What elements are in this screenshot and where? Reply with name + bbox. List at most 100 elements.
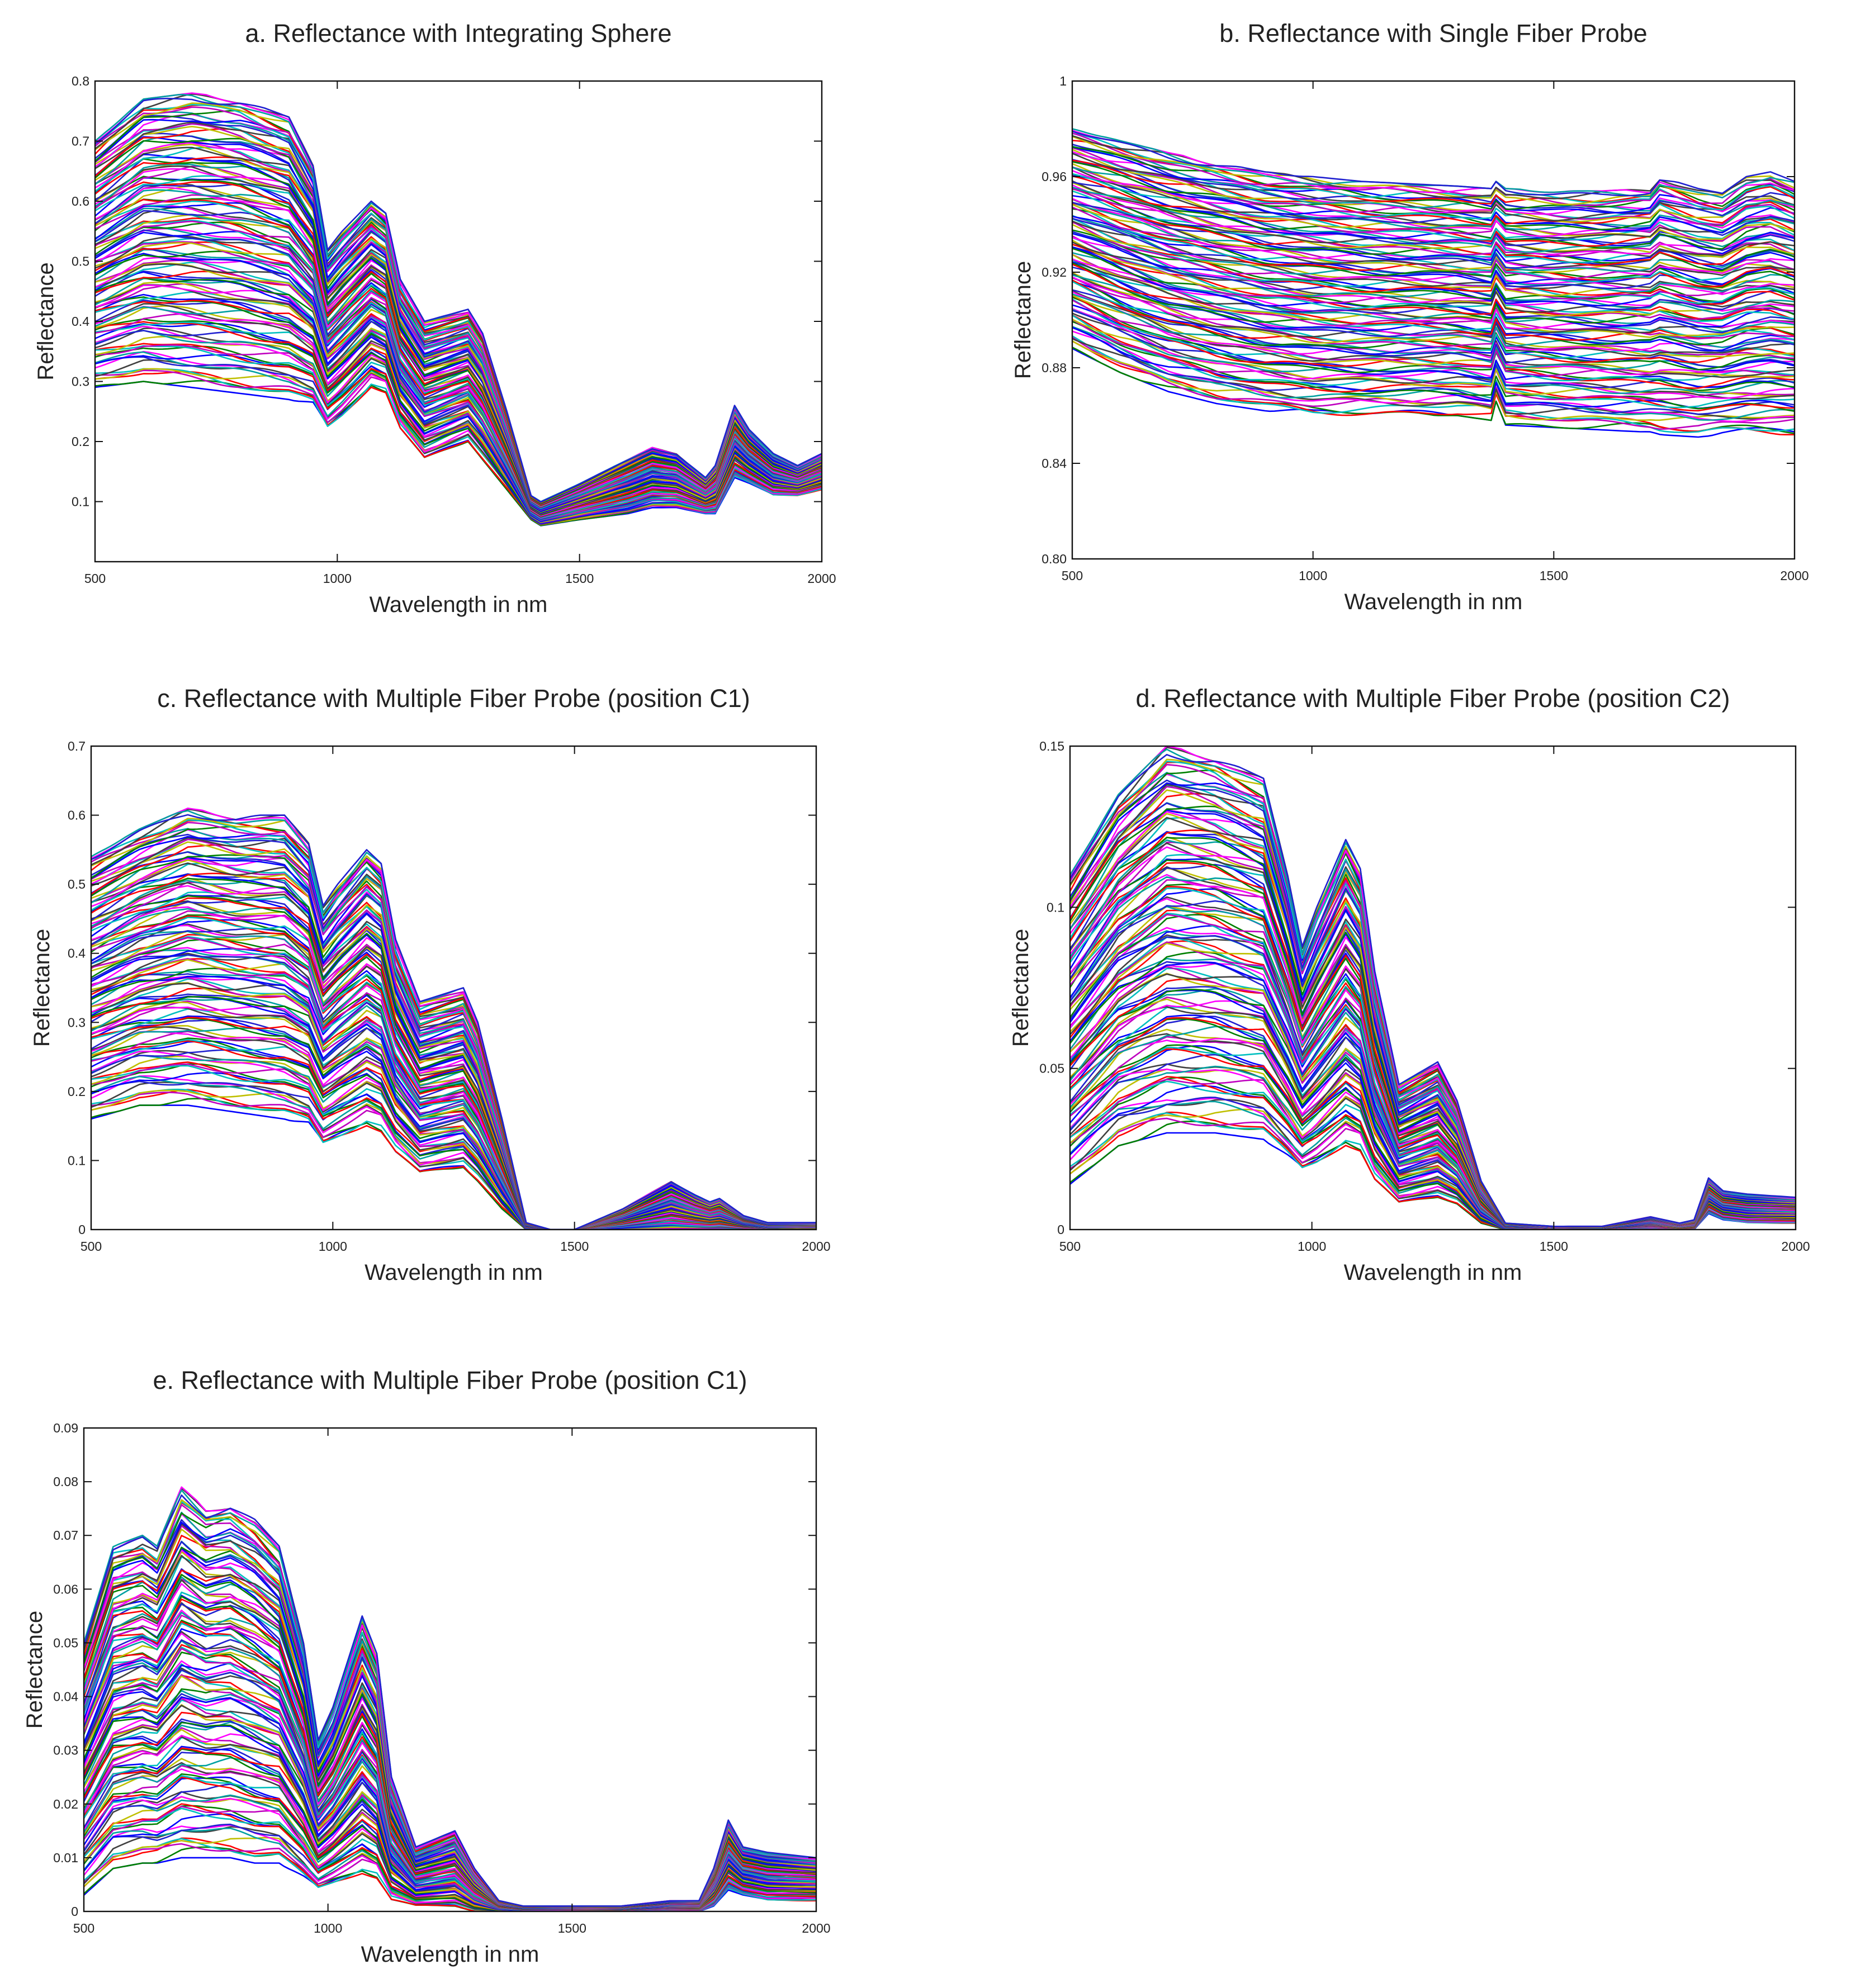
- chart-b-series-line: [1072, 221, 1795, 300]
- chart-e-y-tick-label: 0.06: [53, 1582, 78, 1596]
- chart-b-series-line: [1072, 132, 1795, 206]
- chart-b-title: b. Reflectance with Single Fiber Probe: [1219, 19, 1647, 48]
- chart-d-title: d. Reflectance with Multiple Fiber Probe…: [1136, 684, 1730, 713]
- chart-b-series-line: [1072, 146, 1795, 213]
- chart-c-y-tick-label: 0: [78, 1222, 86, 1237]
- chart-b-series-line: [1072, 326, 1795, 421]
- chart-d-y-tick-label: 0.15: [1039, 739, 1064, 753]
- chart-d-series-line: [1070, 1048, 1796, 1230]
- chart-a-y-tick-label: 0.7: [72, 134, 89, 149]
- chart-c-series-line: [91, 856, 816, 1230]
- chart-d-series-line: [1070, 1005, 1796, 1230]
- chart-b-series-line: [1072, 188, 1795, 266]
- chart-d-y-axis-label: Reflectance: [1009, 929, 1033, 1047]
- chart-c-y-tick-label: 0.7: [68, 739, 86, 753]
- chart-e-y-tick-label: 0.05: [53, 1635, 78, 1650]
- chart-d-x-axis-label: Wavelength in nm: [1344, 1260, 1522, 1285]
- chart-b-series-line: [1072, 215, 1795, 296]
- chart-b-series-line: [1072, 166, 1795, 242]
- chart-c-series-line: [91, 937, 816, 1230]
- chart-b-series-line: [1072, 321, 1795, 412]
- chart-e-series-line: [84, 1640, 816, 1909]
- chart-b-series-line: [1072, 338, 1795, 420]
- chart-b-series-line: [1072, 335, 1795, 433]
- chart-b-series-line: [1072, 203, 1795, 273]
- chart-b-y-tick-label: 0.92: [1042, 265, 1067, 279]
- chart-c-series-line: [91, 1038, 816, 1230]
- chart-e-x-tick-label: 1000: [314, 1921, 342, 1935]
- chart-a-y-tick-label: 0.2: [72, 434, 89, 449]
- chart-a: a. Reflectance with Integrating Sphere 50…: [34, 19, 836, 617]
- chart-a-series-group: [95, 92, 822, 526]
- panel-c: c. Reflectance with Multiple Fiber Probe…: [0, 659, 928, 1297]
- chart-b-series-line: [1072, 312, 1795, 400]
- chart-d-y-tick-label: 0: [1057, 1222, 1064, 1237]
- chart-a-y-tick-label: 0.8: [72, 74, 89, 88]
- chart-b-series-line: [1072, 203, 1795, 283]
- panel-d: d. Reflectance with Multiple Fiber Probe…: [922, 659, 1850, 1297]
- chart-b-y-axis-label: Reflectance: [1011, 261, 1035, 379]
- chart-c-y-tick-label: 0.5: [68, 877, 86, 891]
- chart-c-series-line: [91, 923, 816, 1230]
- chart-d-series-line: [1070, 888, 1796, 1228]
- chart-b-series-line: [1072, 258, 1795, 334]
- chart-d-series-line: [1070, 884, 1796, 1228]
- chart-a-series-line: [95, 220, 822, 513]
- chart-e-title: e. Reflectance with Multiple Fiber Probe…: [153, 1366, 747, 1394]
- chart-a-y-tick-label: 0.6: [72, 194, 89, 208]
- panel-b: b. Reflectance with Single Fiber Probe 50…: [922, 0, 1850, 637]
- chart-b-series-line: [1072, 241, 1795, 313]
- chart-b: b. Reflectance with Single Fiber Probe 50…: [1011, 19, 1809, 614]
- chart-e-y-tick-label: 0.09: [53, 1421, 78, 1435]
- chart-d-x-tick-label: 2000: [1781, 1239, 1810, 1254]
- chart-b-series-line: [1072, 279, 1795, 363]
- chart-e-x-tick-label: 1500: [558, 1921, 586, 1935]
- chart-b-series-line: [1072, 336, 1795, 430]
- chart-b-x-tick-label: 2000: [1780, 568, 1809, 583]
- chart-c-series-line: [91, 894, 816, 1230]
- chart-a-series-line: [95, 106, 822, 503]
- chart-a-x-tick-label: 2000: [807, 571, 836, 586]
- chart-c-series-line: [91, 822, 816, 1230]
- chart-b-series-line: [1072, 319, 1795, 400]
- chart-a-y-tick-label: 0.4: [72, 314, 89, 329]
- chart-b-series-line: [1072, 348, 1795, 438]
- chart-c-y-tick-label: 0.2: [68, 1084, 86, 1099]
- chart-a-series-line: [95, 97, 822, 503]
- chart-b-x-tick-label: 500: [1062, 568, 1083, 583]
- chart-c-series-line: [91, 833, 816, 1230]
- chart-b-series-line: [1072, 248, 1795, 324]
- chart-b-series-line: [1072, 254, 1795, 340]
- chart-a-series-line: [95, 177, 822, 510]
- chart-e-series-line: [84, 1729, 816, 1910]
- chart-c-series-line: [91, 924, 816, 1230]
- chart-a-x-axis-label: Wavelength in nm: [370, 592, 548, 617]
- chart-d-series-line: [1070, 879, 1796, 1228]
- chart-b-series-line: [1072, 281, 1795, 371]
- chart-e-y-axis-label: Reflectance: [22, 1611, 47, 1729]
- chart-d-series-group: [1070, 746, 1796, 1230]
- chart-c-x-tick-label: 1000: [319, 1239, 347, 1254]
- chart-e-series-line: [84, 1639, 816, 1909]
- chart-b-series-line: [1072, 298, 1795, 382]
- chart-b-series-line: [1072, 340, 1795, 435]
- chart-d-series-line: [1070, 758, 1796, 1227]
- chart-b-series-line: [1072, 194, 1795, 271]
- chart-c-series-line: [91, 947, 816, 1230]
- chart-e-y-tick-label: 0.04: [53, 1690, 78, 1704]
- chart-a-title: a. Reflectance with Integrating Sphere: [245, 19, 672, 48]
- chart-b-series-line: [1072, 159, 1795, 226]
- chart-e-y-tick-label: 0.08: [53, 1474, 78, 1489]
- chart-d-series-line: [1070, 989, 1796, 1230]
- chart-d-plot-frame: [1069, 745, 1797, 1231]
- chart-e-y-tick-label: 0.02: [53, 1797, 78, 1811]
- chart-b-series-line: [1072, 229, 1795, 302]
- panel-a: a. Reflectance with Integrating Sphere 50…: [0, 0, 928, 637]
- chart-d-series-line: [1070, 1046, 1796, 1230]
- chart-c-series-line: [91, 1104, 816, 1230]
- chart-c-series-line: [91, 1092, 816, 1230]
- chart-d-series-line: [1070, 876, 1796, 1228]
- chart-b-series-line: [1072, 153, 1795, 221]
- chart-e-series-line: [84, 1640, 816, 1909]
- chart-c-series-group: [91, 807, 816, 1230]
